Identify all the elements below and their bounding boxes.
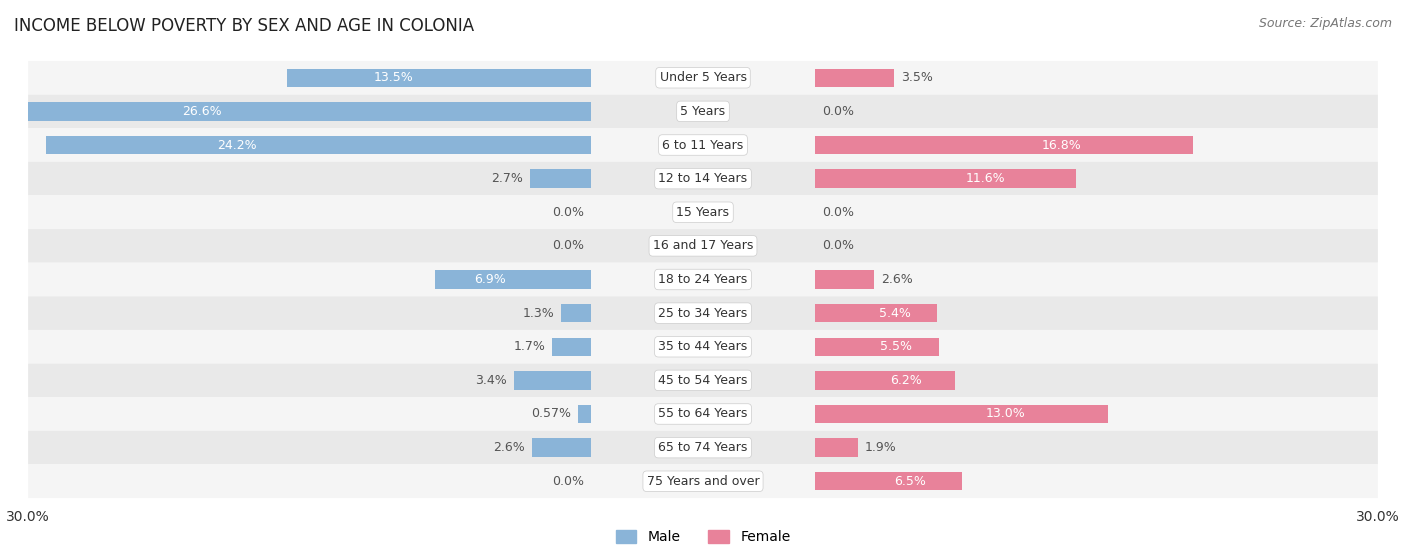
FancyBboxPatch shape <box>28 196 1378 229</box>
FancyBboxPatch shape <box>28 128 1378 162</box>
Text: 3.5%: 3.5% <box>901 71 932 84</box>
Bar <box>815 338 939 356</box>
Text: 2.6%: 2.6% <box>494 441 526 454</box>
FancyBboxPatch shape <box>28 397 1378 431</box>
FancyBboxPatch shape <box>28 363 1378 397</box>
Bar <box>815 371 955 390</box>
Bar <box>815 438 858 457</box>
Bar <box>578 405 591 423</box>
Bar <box>0 102 591 121</box>
Text: 0.0%: 0.0% <box>823 105 855 118</box>
Text: 2.6%: 2.6% <box>880 273 912 286</box>
Text: 6 to 11 Years: 6 to 11 Years <box>662 139 744 151</box>
Text: 24.2%: 24.2% <box>217 139 256 151</box>
Bar <box>815 304 936 323</box>
FancyBboxPatch shape <box>28 330 1378 363</box>
FancyBboxPatch shape <box>28 61 1378 94</box>
Bar <box>815 472 962 490</box>
Text: 6.2%: 6.2% <box>890 374 922 387</box>
Text: 65 to 74 Years: 65 to 74 Years <box>658 441 748 454</box>
Text: INCOME BELOW POVERTY BY SEX AND AGE IN COLONIA: INCOME BELOW POVERTY BY SEX AND AGE IN C… <box>14 17 474 35</box>
Text: 6.5%: 6.5% <box>894 475 927 488</box>
Bar <box>815 270 875 289</box>
Bar <box>815 136 1194 154</box>
Text: 1.3%: 1.3% <box>523 307 554 320</box>
Bar <box>815 169 1077 188</box>
Text: 1.7%: 1.7% <box>513 340 546 353</box>
Bar <box>515 371 591 390</box>
Text: 16 and 17 Years: 16 and 17 Years <box>652 239 754 252</box>
Bar <box>530 169 591 188</box>
Bar <box>561 304 591 323</box>
Text: 12 to 14 Years: 12 to 14 Years <box>658 172 748 185</box>
FancyBboxPatch shape <box>28 162 1378 196</box>
Text: Under 5 Years: Under 5 Years <box>659 71 747 84</box>
Text: 15 Years: 15 Years <box>676 206 730 219</box>
FancyBboxPatch shape <box>28 465 1378 498</box>
Text: 6.9%: 6.9% <box>474 273 506 286</box>
Bar <box>46 136 591 154</box>
FancyBboxPatch shape <box>28 296 1378 330</box>
Text: 0.0%: 0.0% <box>823 206 855 219</box>
Text: 1.9%: 1.9% <box>865 441 897 454</box>
Text: 35 to 44 Years: 35 to 44 Years <box>658 340 748 353</box>
Text: 0.0%: 0.0% <box>823 239 855 252</box>
FancyBboxPatch shape <box>28 229 1378 263</box>
FancyBboxPatch shape <box>28 94 1378 128</box>
Text: 5 Years: 5 Years <box>681 105 725 118</box>
Text: 16.8%: 16.8% <box>1042 139 1081 151</box>
FancyBboxPatch shape <box>28 263 1378 296</box>
Text: 13.0%: 13.0% <box>986 408 1025 420</box>
Text: 0.0%: 0.0% <box>551 239 583 252</box>
Text: 26.6%: 26.6% <box>181 105 221 118</box>
Bar <box>531 438 591 457</box>
Text: 25 to 34 Years: 25 to 34 Years <box>658 307 748 320</box>
Text: 0.0%: 0.0% <box>551 475 583 488</box>
Bar <box>553 338 591 356</box>
Text: 18 to 24 Years: 18 to 24 Years <box>658 273 748 286</box>
Text: 5.4%: 5.4% <box>879 307 910 320</box>
Text: 13.5%: 13.5% <box>373 71 413 84</box>
Bar <box>287 69 591 87</box>
Text: 11.6%: 11.6% <box>966 172 1005 185</box>
Text: Source: ZipAtlas.com: Source: ZipAtlas.com <box>1258 17 1392 30</box>
Bar <box>815 405 1108 423</box>
Text: 0.0%: 0.0% <box>551 206 583 219</box>
Text: 5.5%: 5.5% <box>880 340 912 353</box>
Bar <box>815 69 894 87</box>
Text: 55 to 64 Years: 55 to 64 Years <box>658 408 748 420</box>
Text: 3.4%: 3.4% <box>475 374 508 387</box>
Text: 0.57%: 0.57% <box>531 408 571 420</box>
Text: 75 Years and over: 75 Years and over <box>647 475 759 488</box>
Legend: Male, Female: Male, Female <box>610 525 796 550</box>
Text: 2.7%: 2.7% <box>491 172 523 185</box>
Bar <box>436 270 591 289</box>
Text: 45 to 54 Years: 45 to 54 Years <box>658 374 748 387</box>
FancyBboxPatch shape <box>28 431 1378 465</box>
